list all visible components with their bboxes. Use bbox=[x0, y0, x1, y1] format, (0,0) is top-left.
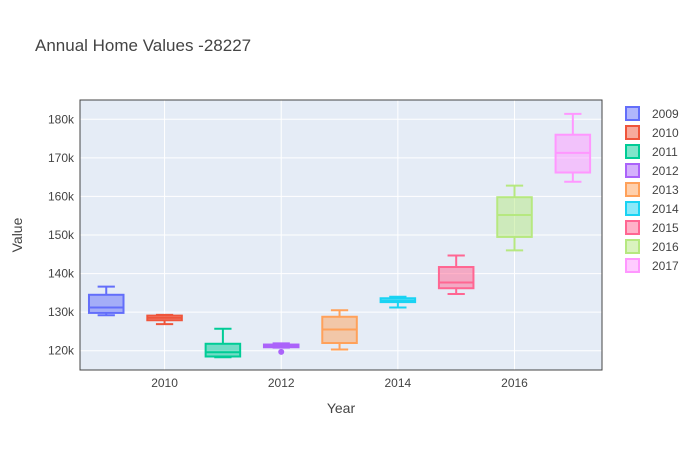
y-axis-ticks: 120k 130k 140k 150k 160k 170k 180k bbox=[48, 112, 75, 357]
x-tick-label: 2010 bbox=[151, 376, 178, 390]
legend-label: 2013 bbox=[652, 183, 679, 197]
y-tick-label: 170k bbox=[48, 151, 75, 165]
legend-item-2014: 2014 bbox=[625, 201, 679, 216]
box-2011 bbox=[204, 327, 242, 359]
legend-label: 2016 bbox=[652, 240, 679, 254]
legend-swatch bbox=[625, 258, 640, 273]
y-tick-label: 120k bbox=[48, 344, 75, 358]
legend-swatch bbox=[625, 144, 640, 159]
legend-label: 2015 bbox=[652, 221, 679, 235]
legend-swatch bbox=[625, 201, 640, 216]
legend-swatch bbox=[625, 106, 640, 121]
legend-item-2011: 2011 bbox=[625, 144, 678, 159]
chart-title: Annual Home Values -28227 bbox=[35, 36, 251, 55]
legend-swatch bbox=[625, 163, 640, 178]
legend-item-2013: 2013 bbox=[625, 182, 679, 197]
legend-item-2016: 2016 bbox=[625, 239, 679, 254]
iqr-box bbox=[496, 196, 533, 238]
y-tick-label: 140k bbox=[48, 267, 75, 281]
legend-item-2017: 2017 bbox=[625, 258, 679, 273]
legend-swatch bbox=[625, 239, 640, 254]
legend-label: 2014 bbox=[652, 202, 679, 216]
y-axis-title: Value bbox=[9, 217, 25, 252]
box-2016 bbox=[496, 184, 533, 252]
box-2010 bbox=[146, 313, 183, 326]
box-2013 bbox=[321, 309, 358, 351]
x-tick-label: 2016 bbox=[501, 376, 528, 390]
x-axis-title: Year bbox=[327, 400, 356, 416]
iqr-box bbox=[437, 266, 475, 290]
legend-item-2009: 2009 bbox=[625, 106, 679, 121]
legend-item-2015: 2015 bbox=[625, 220, 679, 235]
outlier-point bbox=[278, 348, 285, 355]
boxes bbox=[87, 112, 592, 359]
x-tick-label: 2014 bbox=[385, 376, 412, 390]
legend-swatch bbox=[625, 220, 640, 235]
iqr-box bbox=[204, 342, 242, 358]
legend-label: 2017 bbox=[652, 259, 679, 273]
y-tick-label: 150k bbox=[48, 228, 75, 242]
box-2009 bbox=[87, 285, 125, 317]
legend-swatch bbox=[625, 182, 640, 197]
plot-frame bbox=[79, 99, 603, 371]
box-2015 bbox=[437, 254, 475, 296]
legend: 2009 2010 2011 2012 2013 2014 2015 2016 2017 bbox=[625, 106, 679, 273]
legend-swatch bbox=[625, 125, 640, 140]
x-axis-ticks: 2010 2012 2014 2016 bbox=[151, 376, 528, 390]
y-tick-label: 130k bbox=[48, 305, 75, 319]
legend-label: 2011 bbox=[652, 145, 678, 159]
legend-item-2012: 2012 bbox=[625, 163, 679, 178]
box-2012 bbox=[262, 342, 300, 355]
legend-item-2010: 2010 bbox=[625, 125, 679, 140]
y-tick-label: 160k bbox=[48, 189, 75, 203]
legend-label: 2010 bbox=[652, 126, 679, 140]
legend-label: 2009 bbox=[652, 107, 679, 121]
x-tick-label: 2012 bbox=[268, 376, 295, 390]
iqr-box bbox=[87, 293, 125, 314]
legend-label: 2012 bbox=[652, 164, 679, 178]
y-tick-label: 180k bbox=[48, 112, 75, 126]
box-2017 bbox=[554, 112, 592, 183]
box-2014 bbox=[379, 295, 417, 309]
